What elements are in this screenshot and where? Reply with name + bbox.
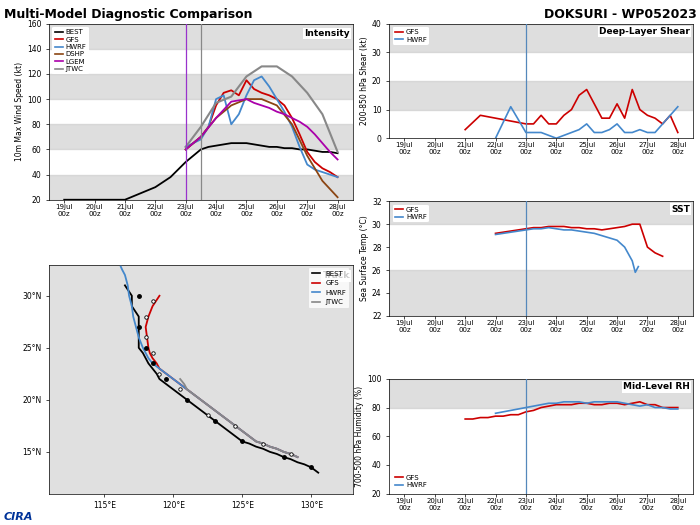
Bar [49, 124, 353, 150]
Text: Deep-Layer Shear: Deep-Layer Shear [599, 27, 690, 36]
Legend: GFS, HWRF: GFS, HWRF [393, 205, 429, 222]
Y-axis label: 10m Max Wind Speed (kt): 10m Max Wind Speed (kt) [15, 62, 24, 161]
Y-axis label: 200-850 hPa Shear (kt): 200-850 hPa Shear (kt) [360, 37, 369, 125]
Legend: BEST, GFS, HWRF, DSHP, LGEM, JTWC: BEST, GFS, HWRF, DSHP, LGEM, JTWC [52, 27, 89, 74]
Legend: GFS, HWRF: GFS, HWRF [393, 472, 429, 490]
Text: Mid-Level RH: Mid-Level RH [623, 382, 690, 391]
Text: Multi-Model Diagnostic Comparison: Multi-Model Diagnostic Comparison [4, 8, 252, 21]
Legend: BEST, GFS, HWRF, JTWC: BEST, GFS, HWRF, JTWC [309, 268, 349, 308]
Text: SST: SST [671, 205, 690, 214]
Bar [49, 175, 353, 200]
Text: Intensity: Intensity [304, 29, 350, 38]
Bar [389, 379, 693, 407]
Y-axis label: 700-500 hPa Humidity (%): 700-500 hPa Humidity (%) [356, 386, 364, 487]
Bar [49, 74, 353, 99]
Text: CIRA: CIRA [4, 512, 33, 522]
Bar [49, 24, 353, 49]
Legend: GFS, HWRF: GFS, HWRF [393, 27, 429, 45]
Bar [389, 24, 693, 52]
Text: Track: Track [323, 271, 350, 280]
Bar [389, 270, 693, 316]
Bar [389, 81, 693, 110]
Text: DOKSURI - WP052023: DOKSURI - WP052023 [544, 8, 696, 21]
Bar [389, 201, 693, 224]
Y-axis label: Sea Surface Temp (°C): Sea Surface Temp (°C) [360, 216, 369, 301]
